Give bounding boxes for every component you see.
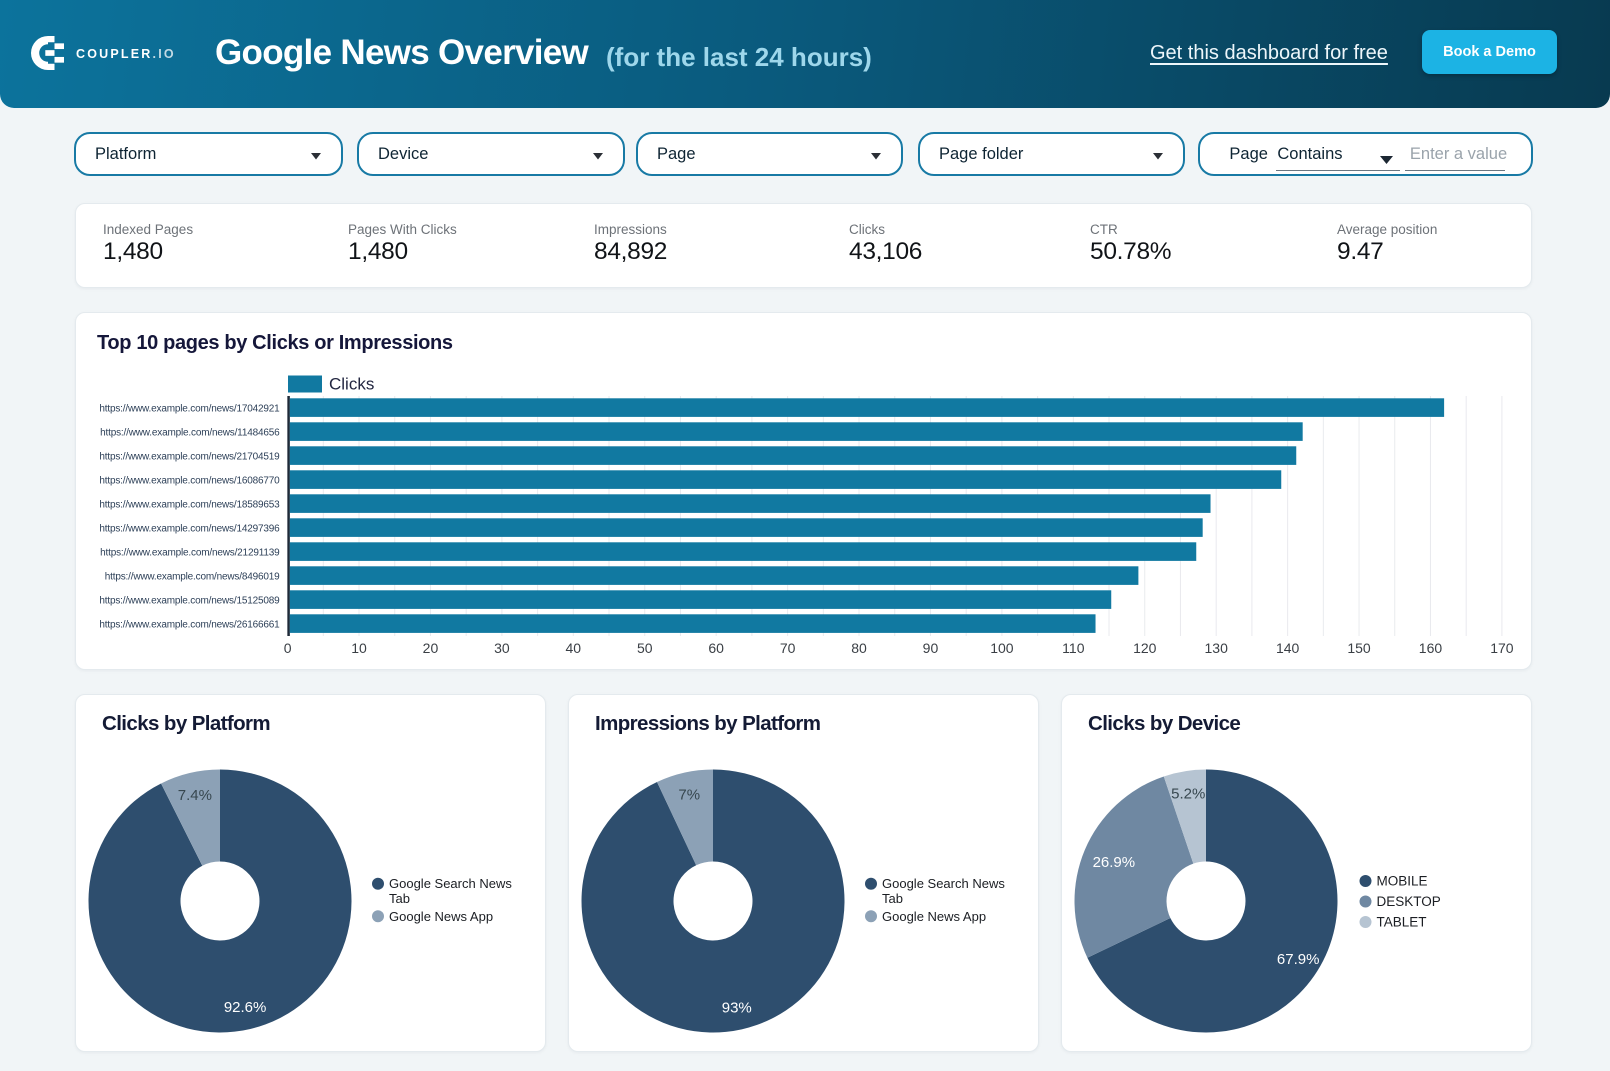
svg-text:TABLET: TABLET <box>1377 915 1427 930</box>
svg-text:https://www.example.com/news/2: https://www.example.com/news/21704519 <box>99 451 280 462</box>
svg-text:Google Search News: Google Search News <box>882 876 1005 891</box>
svg-text:https://www.example.com/news/1: https://www.example.com/news/11484656 <box>100 427 280 438</box>
svg-text:130: 130 <box>1205 640 1229 656</box>
svg-text:Tab: Tab <box>389 891 410 906</box>
svg-text:Google News App: Google News App <box>389 909 493 924</box>
svg-text:0: 0 <box>284 640 292 656</box>
svg-text:26.9%: 26.9% <box>1093 854 1136 871</box>
svg-text:7.4%: 7.4% <box>178 787 212 804</box>
svg-text:Google News App: Google News App <box>882 909 986 924</box>
svg-text:90: 90 <box>923 640 939 656</box>
svg-text:https://www.example.com/news/1: https://www.example.com/news/17042921 <box>99 403 280 414</box>
svg-text:30: 30 <box>494 640 510 656</box>
svg-text:10: 10 <box>351 640 367 656</box>
svg-text:7%: 7% <box>678 787 700 804</box>
svg-text:https://www.example.com/news/8: https://www.example.com/news/8496019 <box>105 571 280 582</box>
svg-text:https://www.example.com/news/1: https://www.example.com/news/18589653 <box>99 499 280 510</box>
svg-text:Tab: Tab <box>882 891 903 906</box>
svg-text:50: 50 <box>637 640 653 656</box>
svg-text:60: 60 <box>708 640 724 656</box>
svg-text:https://www.example.com/news/1: https://www.example.com/news/15125089 <box>99 595 280 606</box>
svg-text:110: 110 <box>1062 640 1085 656</box>
svg-text:140: 140 <box>1276 640 1300 656</box>
svg-text:80: 80 <box>851 640 867 656</box>
svg-text:https://www.example.com/news/1: https://www.example.com/news/16086770 <box>99 475 280 486</box>
svg-text:https://www.example.com/news/2: https://www.example.com/news/26166661 <box>99 619 280 630</box>
svg-text:20: 20 <box>423 640 439 656</box>
svg-text:93%: 93% <box>722 999 752 1016</box>
svg-text:70: 70 <box>780 640 796 656</box>
svg-text:120: 120 <box>1133 640 1157 656</box>
svg-text:100: 100 <box>990 640 1014 656</box>
svg-text:67.9%: 67.9% <box>1277 951 1320 968</box>
svg-text:https://www.example.com/news/2: https://www.example.com/news/21291139 <box>100 547 280 558</box>
svg-text:150: 150 <box>1347 640 1371 656</box>
svg-text:DESKTOP: DESKTOP <box>1377 894 1441 909</box>
svg-text:5.2%: 5.2% <box>1171 785 1205 802</box>
svg-text:92.6%: 92.6% <box>224 999 267 1016</box>
svg-text:170: 170 <box>1490 640 1514 656</box>
svg-text:Google Search News: Google Search News <box>389 876 512 891</box>
svg-text:MOBILE: MOBILE <box>1377 874 1428 889</box>
svg-text:https://www.example.com/news/1: https://www.example.com/news/14297396 <box>99 523 280 534</box>
svg-text:Clicks: Clicks <box>329 374 374 393</box>
svg-text:160: 160 <box>1419 640 1443 656</box>
svg-text:40: 40 <box>566 640 582 656</box>
